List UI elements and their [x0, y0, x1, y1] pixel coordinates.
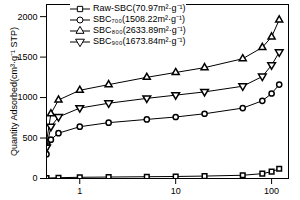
svg-text:10: 10	[171, 186, 181, 196]
svg-text:1500: 1500	[17, 52, 37, 62]
svg-text:1: 1	[77, 186, 82, 196]
html-text:SBC₉₀₀(1673.84m²·g⁻¹): SBC₉₀₀(1673.84m²·g⁻¹)	[93, 36, 186, 46]
svg-text:100: 100	[264, 186, 279, 196]
html-text:SBC₈₀₀(2633.89m²·g⁻¹): SBC₈₀₀(2633.89m²·g⁻¹)	[93, 25, 186, 35]
svg-text:1000: 1000	[17, 92, 37, 102]
svg-text:2000: 2000	[17, 12, 37, 22]
svg-text:500: 500	[22, 133, 37, 143]
html-text:Raw-SBC(70.97m²·g⁻¹): Raw-SBC(70.97m²·g⁻¹)	[93, 3, 186, 13]
svg-text:0: 0	[32, 173, 37, 183]
svg-text:Quantity Adsorbed(cm³·g⁻¹ STP): Quantity Adsorbed(cm³·g⁻¹ STP)	[9, 27, 19, 156]
html-text:SBC₇₀₀(1508.22m²·g⁻¹): SBC₇₀₀(1508.22m²·g⁻¹)	[93, 14, 186, 24]
